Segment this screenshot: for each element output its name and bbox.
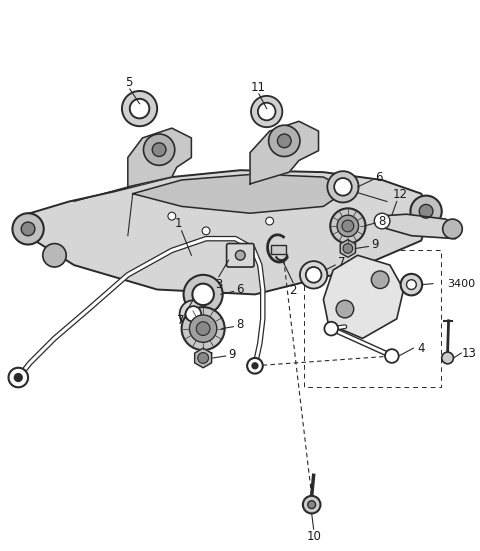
Circle shape — [247, 358, 263, 374]
Circle shape — [168, 212, 176, 220]
Circle shape — [334, 178, 352, 196]
Circle shape — [192, 284, 214, 305]
Circle shape — [185, 306, 201, 322]
Circle shape — [43, 244, 66, 267]
Circle shape — [410, 196, 442, 227]
Circle shape — [277, 134, 291, 148]
Circle shape — [202, 227, 210, 235]
Circle shape — [190, 315, 217, 342]
Text: 5: 5 — [125, 75, 132, 89]
Circle shape — [324, 322, 338, 336]
Polygon shape — [340, 240, 356, 257]
Text: 6: 6 — [237, 283, 244, 296]
Text: 3400: 3400 — [447, 279, 476, 289]
Circle shape — [374, 213, 390, 229]
Circle shape — [266, 217, 274, 225]
FancyBboxPatch shape — [227, 244, 254, 267]
Circle shape — [342, 220, 354, 232]
Text: 11: 11 — [251, 80, 265, 94]
Text: 3: 3 — [215, 278, 222, 291]
Circle shape — [407, 280, 416, 289]
Circle shape — [330, 208, 365, 244]
Circle shape — [14, 374, 22, 381]
Circle shape — [372, 271, 389, 289]
Circle shape — [300, 261, 327, 289]
Circle shape — [343, 244, 353, 253]
Circle shape — [21, 222, 35, 236]
FancyBboxPatch shape — [271, 245, 286, 255]
Text: 13: 13 — [462, 347, 477, 360]
Text: 7: 7 — [177, 314, 184, 327]
Text: 1: 1 — [175, 217, 182, 230]
Circle shape — [258, 102, 276, 120]
Circle shape — [443, 219, 462, 239]
Circle shape — [180, 300, 207, 328]
Circle shape — [308, 501, 315, 509]
Polygon shape — [195, 348, 212, 368]
Circle shape — [337, 215, 359, 237]
Circle shape — [385, 349, 399, 363]
Circle shape — [235, 250, 245, 260]
Circle shape — [306, 267, 322, 283]
Circle shape — [181, 307, 225, 350]
Circle shape — [327, 171, 359, 202]
Circle shape — [122, 91, 157, 126]
Polygon shape — [377, 214, 460, 239]
Text: 8: 8 — [378, 214, 386, 228]
Text: 6: 6 — [375, 171, 383, 183]
Polygon shape — [20, 170, 431, 294]
Circle shape — [152, 143, 166, 156]
Circle shape — [442, 352, 454, 364]
Text: 12: 12 — [392, 188, 407, 201]
Polygon shape — [128, 128, 192, 187]
Circle shape — [401, 274, 422, 295]
Circle shape — [12, 213, 44, 245]
Text: 10: 10 — [306, 531, 321, 543]
Polygon shape — [324, 255, 404, 338]
Circle shape — [183, 275, 223, 314]
Circle shape — [9, 368, 28, 387]
Circle shape — [144, 134, 175, 165]
Polygon shape — [250, 121, 319, 184]
Circle shape — [336, 300, 354, 318]
Circle shape — [198, 353, 208, 363]
Text: 4: 4 — [418, 342, 425, 355]
Circle shape — [251, 96, 282, 127]
Text: 9: 9 — [228, 348, 236, 360]
Circle shape — [252, 363, 258, 369]
Circle shape — [303, 496, 321, 514]
Text: 9: 9 — [372, 238, 379, 251]
Text: 7: 7 — [338, 256, 346, 269]
Polygon shape — [132, 174, 348, 213]
Circle shape — [419, 204, 433, 218]
Circle shape — [196, 322, 210, 336]
Circle shape — [130, 99, 149, 118]
Text: 2: 2 — [289, 284, 297, 297]
Text: 8: 8 — [237, 318, 244, 331]
Circle shape — [269, 125, 300, 156]
